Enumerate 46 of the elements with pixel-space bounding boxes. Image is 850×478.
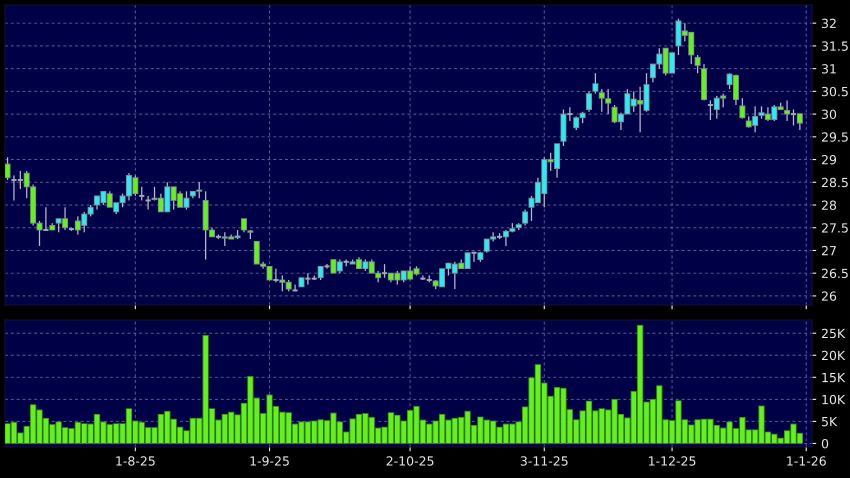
y-tick-label: 31.5 (822, 41, 848, 51)
candlestick (138, 186, 146, 202)
candlestick (566, 106, 574, 122)
y-tick-label: 32 (822, 18, 836, 28)
candlestick (272, 268, 280, 283)
y-tick-label: 20K (822, 350, 846, 360)
y-tick-label: 29.5 (822, 132, 848, 142)
candlestick (477, 251, 484, 262)
x-tick-label: 1-9-25 (250, 456, 289, 466)
y-tick-label: 31 (822, 64, 836, 74)
y-tick-label: 30 (822, 110, 836, 120)
y-tick-label: 29 (822, 155, 836, 164)
candlestick (144, 195, 152, 210)
candlestick (298, 277, 304, 288)
candlestick (381, 263, 388, 278)
candlestick (586, 90, 592, 112)
x-tick-label: 1-1-26 (787, 456, 826, 466)
y-tick-label: 26 (822, 291, 836, 301)
x-tick-label: 2-10-25 (386, 456, 434, 466)
x-tick-label: 1-8-25 (116, 456, 155, 466)
x-tick-label: 3-11-25 (520, 456, 568, 466)
candlestick (247, 229, 254, 240)
y-tick-label: 25K (822, 328, 846, 338)
candlestick (706, 100, 714, 121)
x-tick-label: 1-12-25 (649, 456, 696, 466)
candlestick (739, 98, 746, 120)
y-tick-label: 30.5 (822, 86, 848, 96)
y-tick-label: 5K (822, 417, 838, 426)
y-tick-label: 28 (822, 200, 836, 210)
y-tick-label: 27 (822, 246, 836, 256)
y-tick-label: 27.5 (822, 223, 848, 233)
candlestick (5, 156, 11, 181)
y-tick-label: 0 (822, 438, 828, 448)
candlestick (784, 100, 790, 122)
candlestick (42, 206, 50, 231)
candlestick (790, 108, 797, 126)
candlestick (694, 54, 701, 74)
candlestick (796, 113, 803, 131)
candlestick (240, 218, 247, 233)
candlestick (522, 208, 528, 226)
y-tick-label: 15K (822, 372, 846, 382)
candlestick (318, 266, 324, 281)
y-tick-label: 28.5 (822, 178, 848, 188)
y-tick-label: 26.5 (822, 268, 848, 278)
y-tick-label: 10K (822, 394, 846, 404)
candlestick (592, 72, 598, 94)
